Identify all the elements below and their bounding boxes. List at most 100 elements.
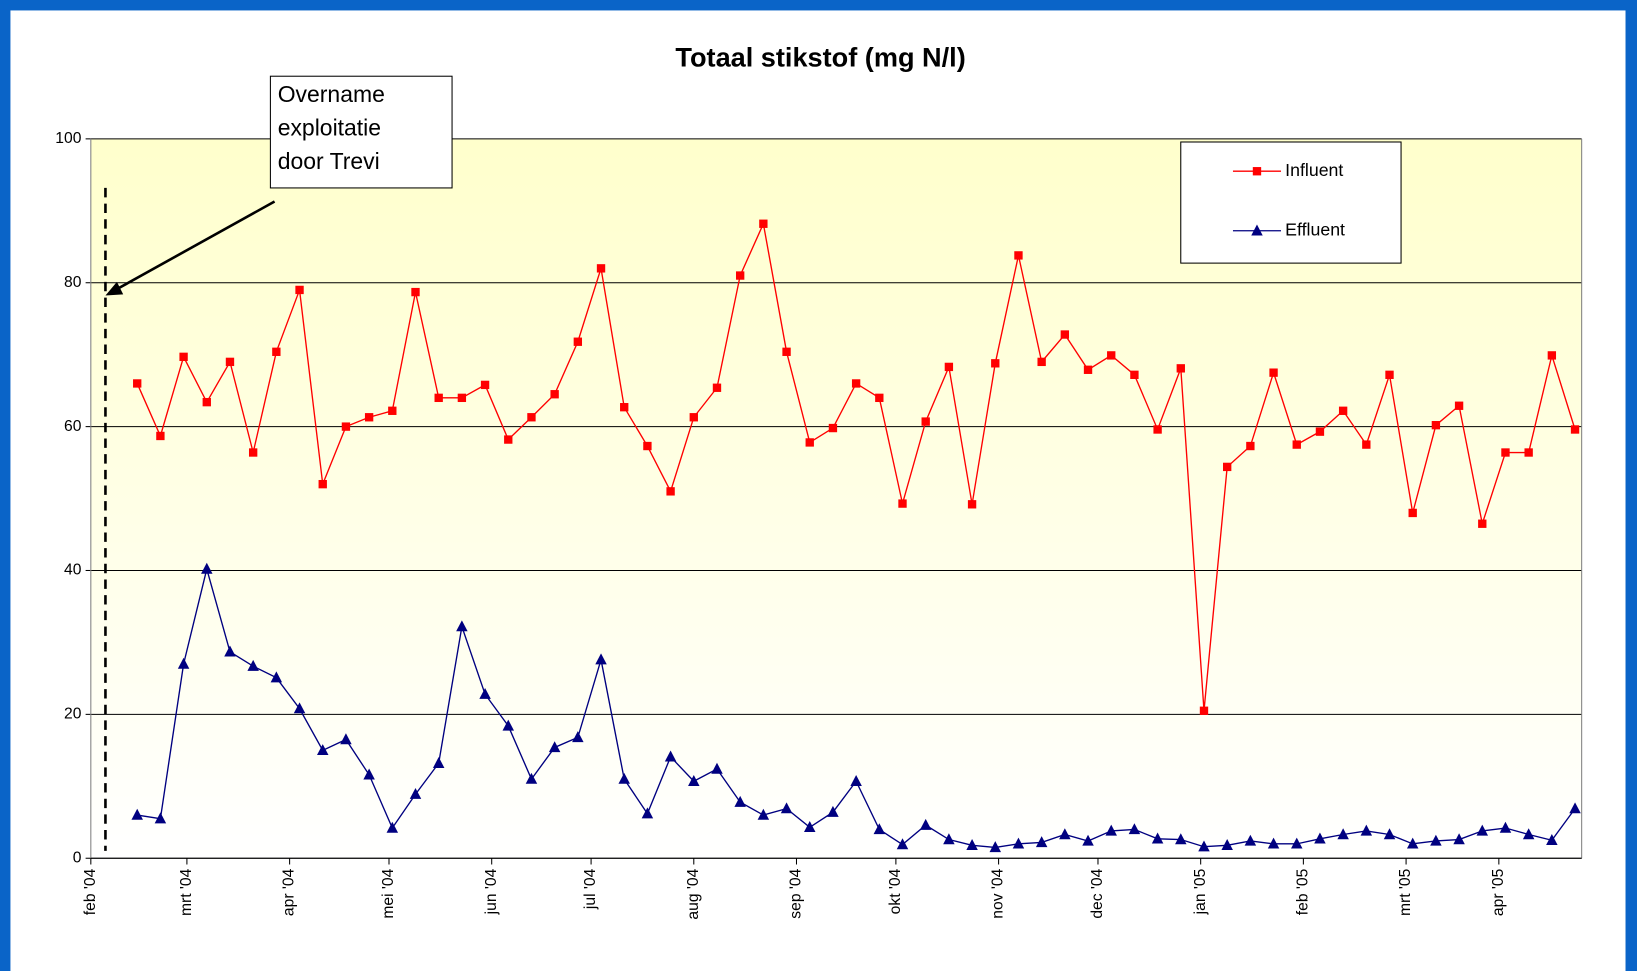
arrow-head: [105, 281, 124, 296]
marker: [1221, 839, 1233, 850]
marker: [1151, 832, 1164, 844]
marker: [828, 423, 838, 433]
marker: [202, 397, 211, 407]
marker: [1338, 406, 1348, 415]
marker: [827, 805, 839, 817]
annotation: exploitatie: [278, 115, 381, 141]
marker: [989, 841, 1002, 853]
marker: [595, 653, 607, 665]
chart-title: Totaal stikstof (mg N/l): [675, 42, 965, 73]
y-tick-label: 100: [55, 130, 81, 147]
marker: [1083, 365, 1093, 374]
marker: [1385, 370, 1394, 379]
marker: [780, 802, 793, 814]
marker: [618, 772, 630, 784]
x-tick-label: mrt '04: [178, 868, 195, 916]
x-tick-label: mei '04: [380, 868, 397, 918]
x-tick-label: apr '04: [281, 868, 298, 916]
marker: [295, 285, 304, 295]
marker: [340, 733, 352, 745]
marker: [1383, 828, 1396, 840]
marker: [1314, 832, 1326, 844]
marker: [850, 775, 862, 786]
marker: [712, 383, 722, 392]
marker: [875, 393, 884, 403]
x-tick-label: sep '04: [788, 868, 805, 918]
marker: [479, 687, 491, 699]
marker: [943, 833, 955, 845]
marker: [1430, 834, 1442, 846]
marker: [316, 744, 329, 756]
marker: [432, 757, 445, 768]
marker: [1476, 824, 1489, 836]
legend-label: Influent: [1285, 160, 1343, 180]
marker: [688, 775, 700, 786]
marker: [1501, 448, 1510, 457]
marker: [851, 379, 861, 388]
marker: [967, 500, 977, 509]
marker: [179, 352, 188, 362]
marker: [1454, 401, 1464, 410]
marker: [411, 287, 420, 297]
x-tick-label: feb '05: [1295, 868, 1312, 915]
marker: [1251, 224, 1263, 236]
marker: [664, 750, 677, 762]
marker: [921, 417, 930, 426]
marker: [1362, 440, 1371, 449]
marker: [596, 264, 606, 273]
marker: [1547, 351, 1557, 360]
marker: [620, 403, 629, 412]
marker: [689, 413, 698, 422]
marker: [527, 413, 536, 422]
marker: [1105, 824, 1117, 836]
marker: [247, 659, 259, 671]
marker: [898, 499, 907, 508]
marker: [502, 719, 515, 731]
annotation-box: [269, 75, 453, 189]
marker: [341, 422, 351, 431]
marker: [734, 795, 746, 807]
marker: [1175, 833, 1187, 845]
marker: [873, 823, 886, 835]
marker: [1406, 837, 1419, 849]
marker: [1267, 837, 1280, 849]
marker: [434, 393, 443, 403]
marker: [177, 657, 190, 669]
marker: [641, 807, 654, 819]
marker: [364, 413, 374, 422]
marker: [1198, 840, 1210, 852]
marker: [573, 337, 583, 346]
marker: [805, 438, 814, 447]
x-tick-label: jan '05: [1192, 868, 1209, 915]
x-tick-label: okt '04: [887, 868, 904, 914]
legend-label: Effluent: [1285, 219, 1345, 239]
marker: [548, 741, 561, 753]
x-tick-label: mrt '05: [1397, 868, 1414, 916]
x-tick-label: dec '04: [1089, 868, 1106, 918]
marker: [966, 839, 978, 850]
marker: [944, 362, 954, 372]
marker: [1431, 420, 1441, 430]
marker: [457, 393, 467, 403]
legend: [1180, 141, 1402, 264]
marker: [1244, 834, 1257, 846]
marker: [525, 772, 538, 784]
arrow: [114, 200, 276, 292]
marker: [363, 768, 375, 780]
marker: [388, 406, 397, 415]
marker: [480, 380, 490, 390]
marker: [133, 379, 142, 388]
marker: [1360, 824, 1373, 836]
marker: [1291, 837, 1303, 849]
marker: [1570, 425, 1580, 434]
marker: [1012, 837, 1025, 849]
marker: [224, 645, 236, 657]
marker: [1478, 519, 1487, 528]
marker: [782, 347, 791, 356]
marker: [1246, 441, 1255, 451]
marker: [1223, 462, 1232, 472]
marker: [896, 838, 909, 850]
marker: [1499, 821, 1512, 833]
marker: [318, 479, 327, 489]
x-tick-label: apr '05: [1490, 868, 1507, 916]
